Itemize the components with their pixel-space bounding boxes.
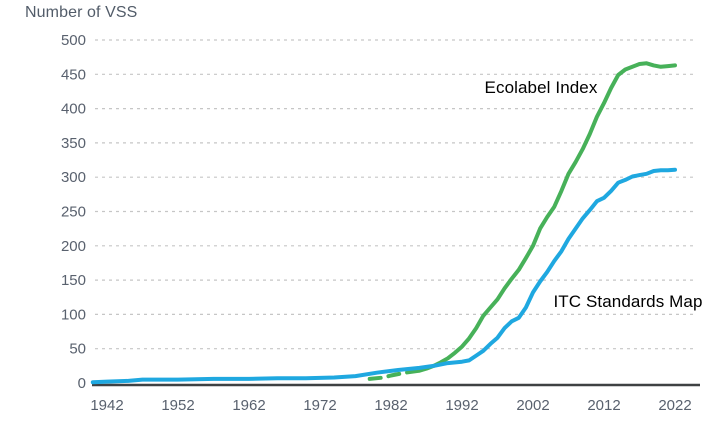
x-axis-tick-labels: 1942 1952 1962 1972 1982 1992 2002 2012 2022 (90, 397, 691, 414)
y-tick-label: 250 (61, 204, 86, 221)
x-tick-label: 1972 (303, 397, 336, 414)
x-tick-label: 2012 (587, 397, 620, 414)
chart-title: Number of VSS (25, 4, 137, 21)
series-label-ecolabel-index: Ecolabel Index (485, 78, 598, 97)
y-tick-label: 300 (61, 169, 86, 186)
series-line-itc-standards-map (90, 167, 677, 385)
x-tick-label: 1952 (161, 397, 194, 414)
x-tick-label: 1992 (445, 397, 478, 414)
x-tick-label: 2022 (658, 397, 691, 414)
y-axis-tick-labels: 0 50 100 150 200 250 300 350 400 450 500 (61, 32, 86, 392)
y-tick-label: 500 (61, 32, 86, 49)
y-tick-label: 50 (69, 341, 86, 358)
series-label-itc-standards-map: ITC Standards Map (553, 292, 702, 311)
y-tick-label: 350 (61, 135, 86, 152)
x-tick-label: 1982 (374, 397, 407, 414)
gridlines (95, 39, 696, 350)
x-tick-label: 1962 (232, 397, 265, 414)
series-line-ecolabel-index-dashed-start (367, 368, 422, 381)
y-tick-label: 100 (61, 306, 86, 323)
y-tick-label: 400 (61, 101, 86, 118)
y-tick-label: 200 (61, 238, 86, 255)
x-tick-label: 2002 (516, 397, 549, 414)
x-tick-label: 1942 (90, 397, 123, 414)
y-tick-label: 0 (78, 375, 86, 392)
series-lines (90, 61, 677, 385)
y-tick-label: 450 (61, 66, 86, 83)
y-tick-label: 150 (61, 272, 86, 289)
series-line-ecolabel-index (417, 61, 677, 373)
